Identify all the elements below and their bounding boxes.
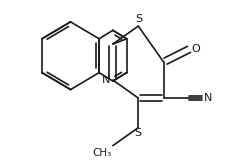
Text: S: S [136, 14, 143, 24]
Text: N: N [204, 93, 212, 103]
Text: S: S [135, 128, 142, 138]
Text: N: N [102, 75, 110, 85]
Text: O: O [192, 44, 200, 54]
Text: CH₃: CH₃ [93, 148, 112, 158]
